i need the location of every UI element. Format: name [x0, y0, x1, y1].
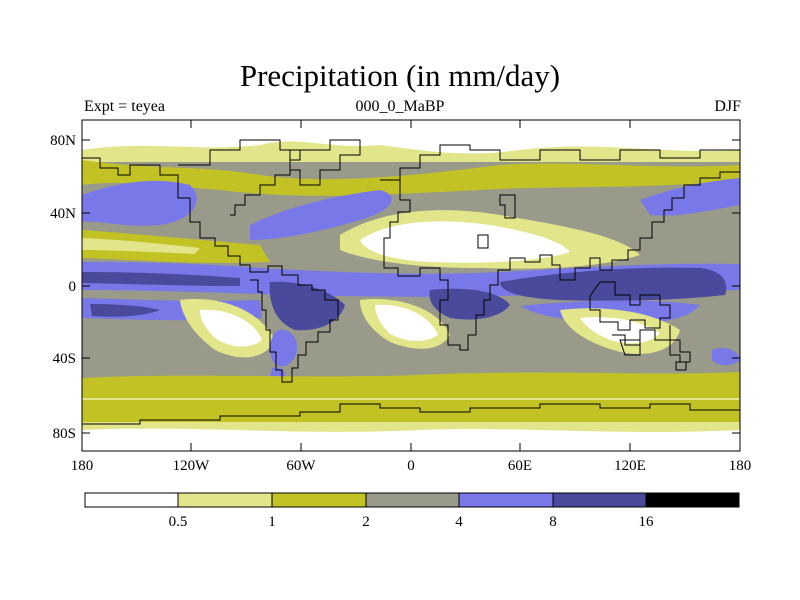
colorbar-box-6 — [645, 492, 740, 508]
colorbar — [84, 492, 740, 508]
lat-label-40s: 40S — [53, 351, 76, 367]
lat-label-80n: 80N — [50, 133, 76, 149]
colorbar-box-4 — [458, 492, 554, 508]
lat-label-80s: 80S — [53, 426, 76, 442]
colorbar-box-1 — [177, 492, 273, 508]
colorbar-label-1: 1 — [268, 514, 276, 530]
lon-label-180w: 180 — [71, 458, 94, 474]
lon-label-180e: 180 — [729, 458, 752, 474]
plot-title: Precipitation (in mm/day) — [239, 58, 561, 93]
colorbar-label-4: 8 — [549, 514, 557, 530]
colorbar-box-0 — [84, 492, 179, 508]
lon-label-120e: 120E — [614, 458, 646, 474]
colorbar-label-3: 4 — [455, 514, 463, 530]
colorbar-label-5: 16 — [639, 514, 655, 530]
lon-label-60e: 60E — [508, 458, 532, 474]
season-label: DJF — [714, 98, 741, 115]
colorbar-label-2: 2 — [362, 514, 370, 530]
lon-axis — [190, 120, 631, 451]
lat-label-0: 0 — [69, 279, 77, 295]
experiment-label: Expt = teyea — [84, 98, 165, 115]
precipitation-field — [82, 120, 740, 451]
colorbar-box-2 — [271, 492, 367, 508]
colorbar-box-3 — [365, 492, 460, 508]
colorbar-label-0: 0.5 — [169, 514, 188, 530]
lon-label-60w: 60W — [286, 458, 316, 474]
case-label: 000_0_MaBP — [355, 98, 445, 115]
lon-label-120w: 120W — [173, 458, 211, 474]
coastlines — [82, 139, 740, 425]
lon-label-0: 0 — [407, 458, 415, 474]
lat-label-40n: 40N — [50, 206, 76, 222]
lat-axis — [82, 139, 740, 434]
colorbar-box-5 — [552, 492, 647, 508]
